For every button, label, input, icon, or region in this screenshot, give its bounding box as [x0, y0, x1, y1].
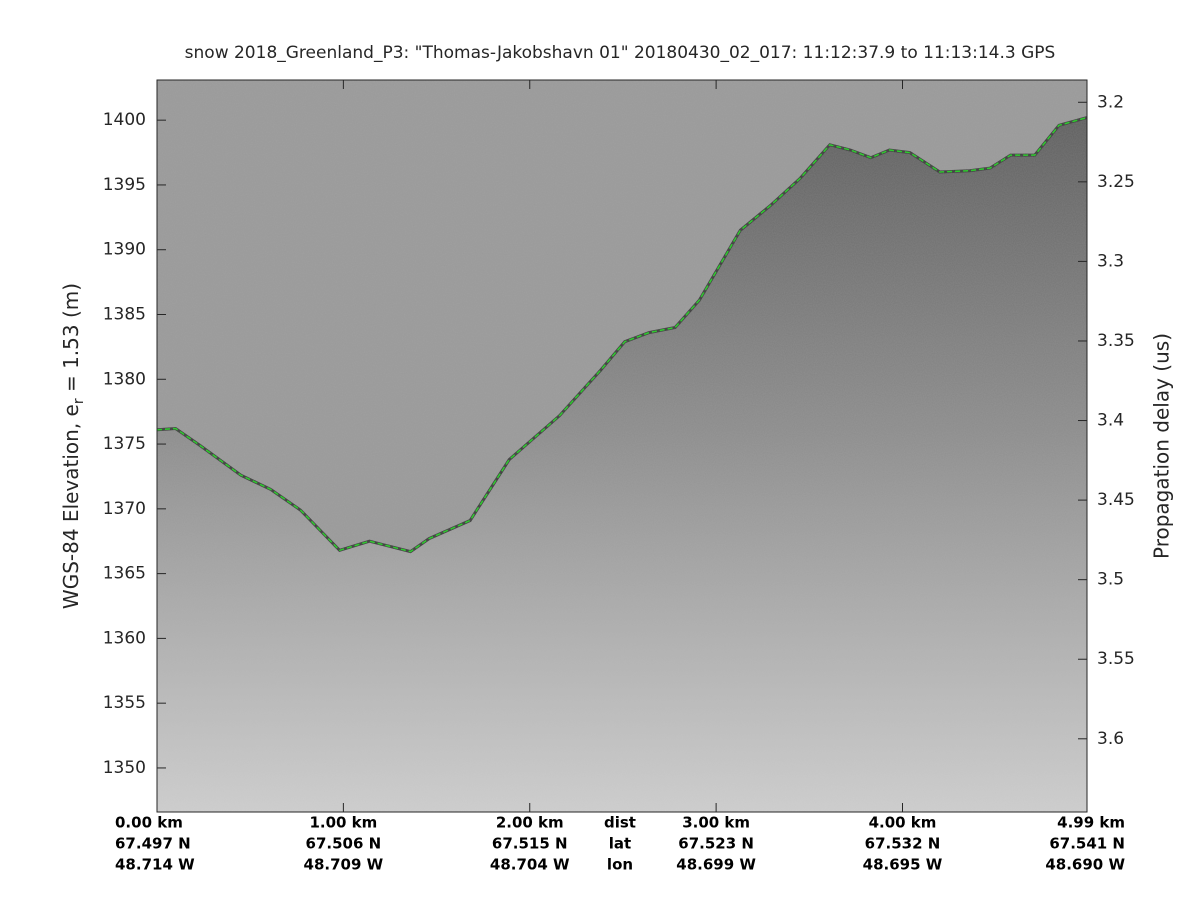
y2-tick-label: 3.6: [1097, 729, 1124, 749]
lat-label: 67.532 N: [865, 835, 941, 853]
y-tick-label: 1400: [103, 110, 146, 130]
lon-label: 48.695 W: [863, 856, 943, 874]
y-axis-title-part: WGS-84 Elevation, e: [59, 404, 83, 609]
lat-label: 67.541 N: [1049, 835, 1125, 853]
x-tick-label: 3.00 km: [682, 814, 750, 832]
y-axis-title-part: = 1.53 (m): [59, 283, 83, 398]
y2-tick-label: 3.5: [1097, 570, 1124, 590]
y2-tick-label: 3.55: [1097, 649, 1135, 669]
y-tick-label: 1390: [103, 240, 146, 260]
y-tick-label: 1375: [103, 434, 146, 454]
x-tick-label: 4.00 km: [869, 814, 937, 832]
lat-label: 67.515 N: [492, 835, 568, 853]
y-tick-label: 1350: [103, 758, 146, 778]
y-tick-label: 1385: [103, 304, 146, 324]
plot-frame: [156, 79, 1088, 813]
y-tick-label: 1365: [103, 564, 146, 584]
lon-label: 48.709 W: [304, 856, 384, 874]
y2-tick-label: 3.2: [1097, 92, 1124, 112]
x-tick-label: 0.00 km: [115, 814, 183, 832]
lon-label: 48.714 W: [115, 856, 195, 874]
y-tick-label: 1355: [103, 693, 146, 713]
y2-axis-title: Propagation delay (us): [1150, 333, 1174, 559]
x-tick-label: 2.00 km: [496, 814, 564, 832]
y2-tick-label: 3.25: [1097, 172, 1135, 192]
row-label: lon: [607, 856, 633, 874]
x-tick-label: 4.99 km: [1057, 814, 1125, 832]
y-tick-label: 1370: [103, 499, 146, 519]
y2-tick-label: 3.4: [1097, 411, 1124, 431]
y2-tick-label: 3.35: [1097, 331, 1135, 351]
chart-title: snow 2018_Greenland_P3: "Thomas-Jakobsha…: [185, 43, 1056, 63]
lat-label: 67.506 N: [306, 835, 382, 853]
lon-label: 48.699 W: [676, 856, 756, 874]
y2-tick-label: 3.45: [1097, 490, 1135, 510]
lat-label: 67.523 N: [678, 835, 754, 853]
row-label: dist: [604, 814, 636, 832]
y-tick-label: 1380: [103, 369, 146, 389]
lon-label: 48.690 W: [1045, 856, 1125, 874]
x-tick-label: 1.00 km: [309, 814, 377, 832]
lon-label: 48.704 W: [490, 856, 570, 874]
y-axis-title-sub: r: [71, 398, 87, 404]
lat-label: 67.497 N: [115, 835, 191, 853]
y-tick-label: 1395: [103, 175, 146, 195]
y-tick-label: 1360: [103, 628, 146, 648]
y2-tick-label: 3.3: [1097, 251, 1124, 271]
speckle: [157, 80, 1087, 812]
row-label: lat: [609, 835, 631, 853]
y-axis-title: WGS-84 Elevation, er = 1.53 (m): [59, 283, 88, 609]
